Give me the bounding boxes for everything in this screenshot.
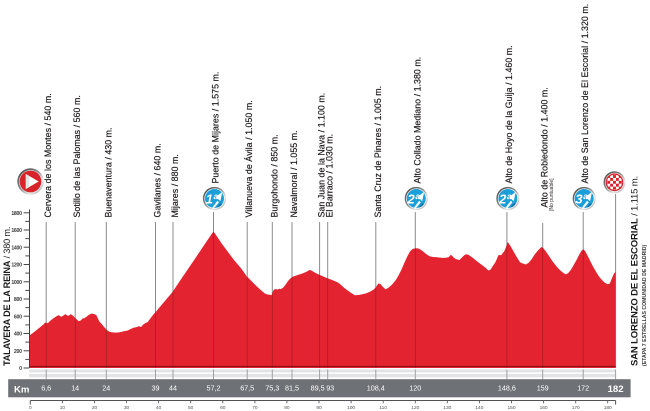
svg-text:30: 30 xyxy=(124,405,130,411)
svg-text:172: 172 xyxy=(577,384,589,393)
svg-text:10: 10 xyxy=(60,405,66,411)
svg-text:6,6: 6,6 xyxy=(41,384,51,393)
svg-text:81,5: 81,5 xyxy=(285,384,299,393)
svg-text:3ª: 3ª xyxy=(575,191,588,206)
svg-text:108,4: 108,4 xyxy=(367,384,385,393)
svg-text:1ª: 1ª xyxy=(206,191,219,206)
svg-text:TALAVERA DE LA REINA / 380 m.: TALAVERA DE LA REINA / 380 m. xyxy=(2,227,12,366)
svg-text:100: 100 xyxy=(347,405,355,411)
svg-text:148,6: 148,6 xyxy=(498,384,516,393)
svg-text:1800: 1800 xyxy=(11,211,22,217)
svg-text:SAN LORENZO DE EL ESCORIAL / 1: SAN LORENZO DE EL ESCORIAL / 1.115 m. xyxy=(630,176,641,366)
svg-text:170: 170 xyxy=(572,405,580,411)
svg-text:24: 24 xyxy=(102,384,110,393)
svg-text:40: 40 xyxy=(156,405,162,411)
svg-text:Santa Cruz de Pinares / 1.005: Santa Cruz de Pinares / 1.005 m. xyxy=(373,86,383,218)
svg-text:90: 90 xyxy=(316,405,322,411)
svg-text:San Juan de la Nava / 1.100 m.: San Juan de la Nava / 1.100 m. xyxy=(317,93,327,218)
svg-text:Mijares / 880 m.: Mijares / 880 m. xyxy=(170,154,180,217)
svg-text:Puerto de Mijares / 1.575 m.: Puerto de Mijares / 1.575 m. xyxy=(211,72,221,184)
svg-text:160: 160 xyxy=(540,405,548,411)
svg-text:Alto de Hoyo de la Guija / 1.4: Alto de Hoyo de la Guija / 1.460 m. xyxy=(504,45,514,183)
svg-text:50: 50 xyxy=(188,405,194,411)
svg-text:Navalmoral / 1.055 m.: Navalmoral / 1.055 m. xyxy=(289,130,299,217)
svg-text:Km: Km xyxy=(14,385,29,396)
svg-text:2ª: 2ª xyxy=(407,191,421,206)
svg-text:200: 200 xyxy=(14,349,22,355)
svg-text:Burgohondo / 850 m.: Burgohondo / 850 m. xyxy=(269,134,279,217)
svg-text:1000: 1000 xyxy=(11,280,22,286)
svg-text:[No puntuable]: [No puntuable] xyxy=(549,178,555,211)
svg-text:Alto Collado Mediano / 1.380 m: Alto Collado Mediano / 1.380 m. xyxy=(412,57,422,184)
svg-text:1400: 1400 xyxy=(11,245,22,251)
svg-text:70: 70 xyxy=(252,405,258,411)
svg-text:180: 180 xyxy=(604,405,612,411)
svg-text:Alto de Robledondo / 1.400 m.: Alto de Robledondo / 1.400 m. xyxy=(540,87,550,207)
svg-text:75,3: 75,3 xyxy=(265,384,279,393)
svg-text:600: 600 xyxy=(14,314,22,320)
svg-text:120: 120 xyxy=(409,384,421,393)
svg-text:400: 400 xyxy=(14,332,22,338)
svg-text:67,5: 67,5 xyxy=(240,384,254,393)
svg-text:89,5: 89,5 xyxy=(311,384,325,393)
svg-text:Gavilanes / 640 m.: Gavilanes / 640 m. xyxy=(153,143,163,217)
svg-text:120: 120 xyxy=(411,405,419,411)
svg-text:1600: 1600 xyxy=(11,228,22,234)
svg-text:60: 60 xyxy=(220,405,226,411)
svg-text:Villanueva de Ávila / 1.050 m.: Villanueva de Ávila / 1.050 m. xyxy=(244,100,254,217)
svg-text:93: 93 xyxy=(326,384,334,393)
svg-text:110: 110 xyxy=(379,405,387,411)
svg-text:150: 150 xyxy=(507,405,515,411)
svg-text:130: 130 xyxy=(443,405,451,411)
svg-text:Buenaventura / 430 m.: Buenaventura / 430 m. xyxy=(103,127,113,217)
svg-text:Sotillo de las Palomas / 560 m: Sotillo de las Palomas / 560 m. xyxy=(72,95,82,217)
svg-text:Alto de San Lorenzo de El Esco: Alto de San Lorenzo de El Escorial / 1.3… xyxy=(580,4,590,184)
svg-text:Cervera de los Montes / 540 m.: Cervera de los Montes / 540 m. xyxy=(43,93,53,217)
svg-text:159: 159 xyxy=(537,384,549,393)
svg-text:57,2: 57,2 xyxy=(207,384,221,393)
svg-text:800: 800 xyxy=(14,297,22,303)
svg-text:1200: 1200 xyxy=(11,263,22,269)
svg-text:182: 182 xyxy=(608,384,624,395)
svg-text:2ª: 2ª xyxy=(498,191,512,206)
svg-text:39: 39 xyxy=(152,384,160,393)
svg-text:(ETAPA 7 ESTRELLAS COMUNIDAD D: (ETAPA 7 ESTRELLAS COMUNIDAD DE MADRID) xyxy=(642,244,648,366)
svg-text:El Barraco / 1.030 m.: El Barraco / 1.030 m. xyxy=(325,134,335,218)
svg-text:44: 44 xyxy=(169,384,177,393)
svg-text:20: 20 xyxy=(92,405,98,411)
svg-text:0: 0 xyxy=(29,405,32,411)
svg-text:0: 0 xyxy=(19,366,22,372)
svg-text:14: 14 xyxy=(71,384,79,393)
svg-text:140: 140 xyxy=(475,405,483,411)
svg-text:80: 80 xyxy=(284,405,290,411)
